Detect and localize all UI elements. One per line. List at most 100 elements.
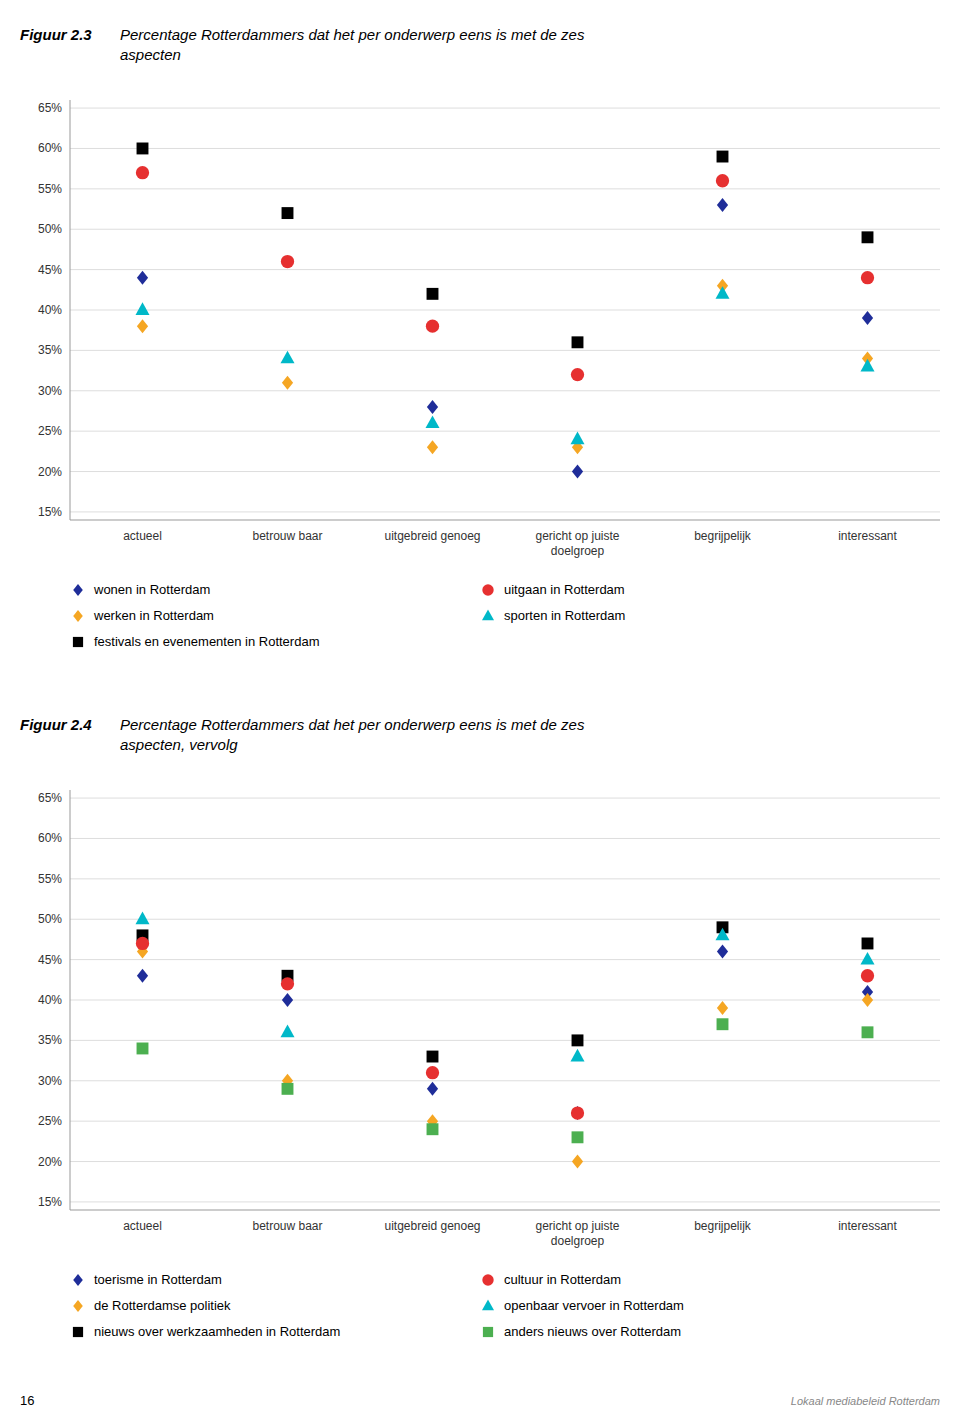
chart: Figuur 2.3Percentage Rotterdammers dat h… — [20, 26, 940, 649]
scatter-point — [282, 376, 293, 390]
grid-line — [70, 471, 940, 472]
x-tick-label: interessant — [838, 529, 897, 543]
footer-label: Lokaal mediabeleid Rotterdam — [791, 1395, 940, 1407]
scatter-point — [427, 1123, 439, 1135]
series — [136, 912, 875, 1062]
y-tick-label: 15% — [38, 505, 62, 519]
grid-line — [70, 310, 940, 311]
legend: toerisme in Rotterdamde Rotterdamse poli… — [73, 1272, 684, 1339]
scatter-point — [136, 166, 149, 179]
scatter-point — [137, 1043, 149, 1055]
chart-title: Figuur 2.3 — [20, 26, 92, 43]
y-axis-line — [70, 790, 71, 1210]
legend-label: festivals en evenementen in Rotterdam — [94, 634, 319, 649]
y-tick-label: 65% — [38, 101, 62, 115]
y-tick-label: 55% — [38, 182, 62, 196]
legend-label: sporten in Rotterdam — [504, 608, 625, 623]
legend-marker — [73, 637, 83, 647]
text-line: Percentage Rotterdammers dat het per ond… — [120, 716, 585, 733]
scatter-point — [136, 302, 150, 315]
text-line: interessant — [838, 529, 897, 543]
text-line: uitgebreid genoeg — [384, 529, 480, 543]
x-tick-label: begrijpelijk — [694, 1219, 752, 1233]
text-line: gericht op juiste — [535, 1219, 619, 1233]
text-line: betrouw baar — [252, 529, 322, 543]
scatter-point — [426, 1066, 439, 1079]
legend-marker — [482, 1274, 493, 1285]
scatter-point — [861, 969, 874, 982]
scatter-point — [282, 993, 293, 1007]
legend-label: openbaar vervoer in Rotterdam — [504, 1298, 684, 1313]
legend-label: nieuws over werkzaamheden in Rotterdam — [94, 1324, 340, 1339]
y-tick-label: 40% — [38, 993, 62, 1007]
scatter-point — [717, 151, 729, 163]
text-line: actueel — [123, 1219, 162, 1233]
text-line: doelgroep — [551, 544, 605, 558]
scatter-point — [136, 937, 149, 950]
scatter-point — [572, 336, 584, 348]
chart-subtitle: Percentage Rotterdammers dat het per ond… — [120, 716, 585, 753]
x-tick-label: betrouw baar — [252, 1219, 322, 1233]
scatter-point — [136, 912, 150, 925]
legend-label: de Rotterdamse politiek — [94, 1298, 231, 1313]
grid-line — [70, 878, 940, 879]
legend-label: wonen in Rotterdam — [93, 582, 210, 597]
y-tick-label: 35% — [38, 343, 62, 357]
text-line: uitgebreid genoeg — [384, 1219, 480, 1233]
legend-marker — [482, 1299, 494, 1310]
scatter-point — [572, 1155, 583, 1169]
legend: wonen in Rotterdamwerken in Rotterdamfes… — [73, 582, 626, 649]
series — [137, 1018, 874, 1143]
scatter-point — [281, 977, 294, 990]
x-tick-label: uitgebreid genoeg — [384, 529, 480, 543]
series — [136, 166, 874, 381]
scatter-point — [426, 320, 439, 333]
text-line: doelgroep — [551, 1234, 605, 1248]
x-tick-label: uitgebreid genoeg — [384, 1219, 480, 1233]
grid-line — [70, 1040, 940, 1041]
grid-line — [70, 390, 940, 391]
grid-line — [70, 838, 940, 839]
scatter-point — [717, 198, 728, 212]
text-line: gericht op juiste — [535, 529, 619, 543]
grid-line — [70, 1000, 940, 1001]
y-tick-label: 25% — [38, 1114, 62, 1128]
legend-marker — [482, 584, 493, 595]
y-tick-label: 45% — [38, 953, 62, 967]
y-tick-label: 65% — [38, 791, 62, 805]
scatter-point — [282, 1083, 294, 1095]
x-axis-line — [70, 1210, 940, 1211]
y-tick-label: 20% — [38, 1155, 62, 1169]
x-tick-label: betrouw baar — [252, 529, 322, 543]
legend-label: cultuur in Rotterdam — [504, 1272, 621, 1287]
legend-label: anders nieuws over Rotterdam — [504, 1324, 681, 1339]
scatter-point — [717, 1018, 729, 1030]
text-line: aspecten — [120, 46, 181, 63]
scatter-point — [137, 271, 148, 285]
scatter-point — [572, 1034, 584, 1046]
grid-line — [70, 108, 940, 109]
series — [137, 945, 873, 1169]
scatter-point — [861, 359, 875, 372]
grid-line — [70, 431, 940, 432]
series — [136, 937, 874, 1120]
grid-line — [70, 511, 940, 512]
scatter-point — [717, 1001, 728, 1015]
grid-line — [70, 798, 940, 799]
y-tick-label: 60% — [38, 831, 62, 845]
grid-line — [70, 1121, 940, 1122]
scatter-point — [861, 271, 874, 284]
legend-marker — [482, 609, 494, 620]
scatter-point — [427, 400, 438, 414]
scatter-point — [281, 255, 294, 268]
y-tick-label: 30% — [38, 1074, 62, 1088]
plot-area — [136, 912, 875, 1169]
series — [137, 143, 874, 349]
y-tick-label: 40% — [38, 303, 62, 317]
legend-marker — [73, 1327, 83, 1337]
scatter-point — [281, 1025, 295, 1038]
y-tick-label: 50% — [38, 222, 62, 236]
series — [137, 945, 873, 1121]
scatter-point — [427, 440, 438, 454]
scatter-point — [571, 1106, 584, 1119]
